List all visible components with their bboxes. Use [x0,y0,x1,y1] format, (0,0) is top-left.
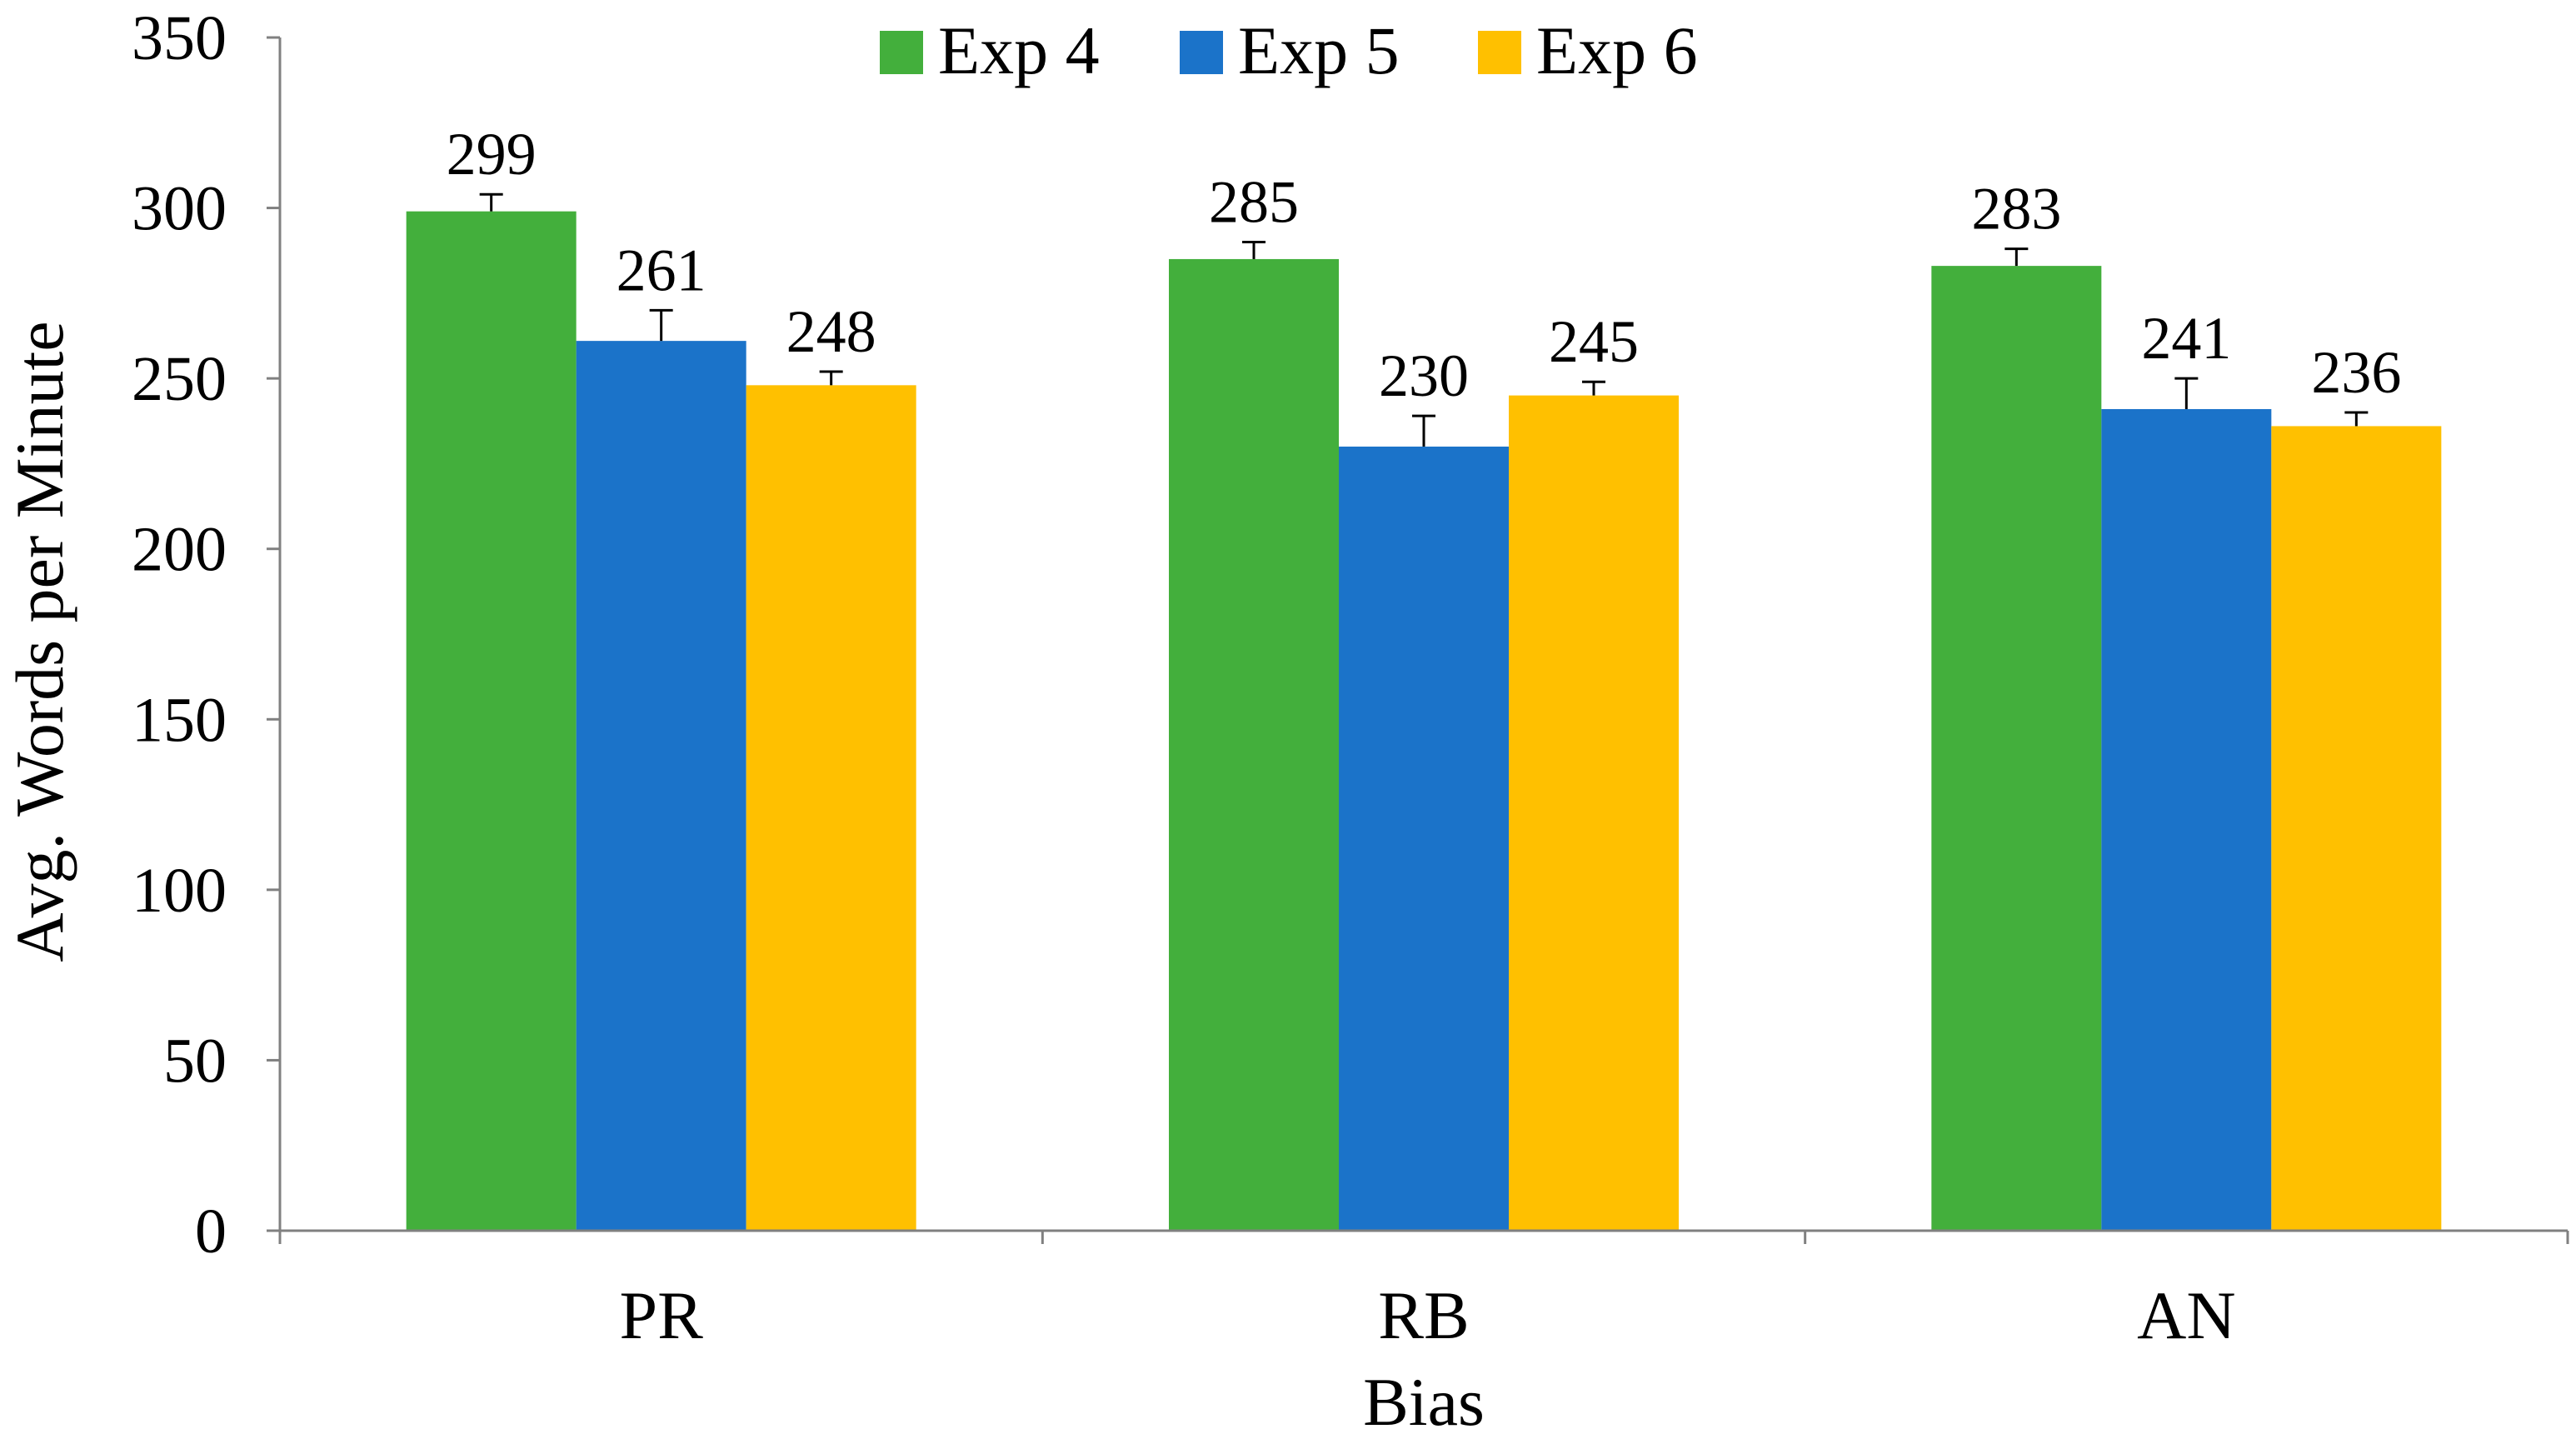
bar-rb-exp-5 [1339,446,1509,1231]
bar-pr-exp-5 [576,341,746,1231]
legend-label-exp-4: Exp 4 [938,12,1100,88]
legend-swatch-exp-4 [880,31,923,74]
bar-an-exp-6 [2271,426,2442,1231]
bar-an-exp-4 [1931,266,2102,1231]
data-label-rb-exp-4: 285 [1209,168,1299,235]
x-tick-label-pr: PR [620,1277,704,1353]
data-label-an-exp-4: 283 [1971,176,2061,242]
data-labels-layer: 299 261 248 285 230 245 283 241 236 [447,121,2402,409]
x-tick-label-an: AN [2137,1277,2235,1353]
y-tick-label-200: 200 [132,515,227,585]
data-label-pr-exp-5: 261 [617,237,706,303]
legend-label-exp-5: Exp 5 [1238,12,1400,88]
bars-layer [406,211,2442,1232]
y-tick-label-50: 50 [163,1026,227,1096]
y-tick-label-100: 100 [132,856,227,926]
y-tick-label-300: 300 [132,174,227,244]
bar-pr-exp-6 [746,385,916,1232]
bar-rb-exp-4 [1169,258,1339,1231]
error-bars-layer [479,192,2369,447]
x-axis-title: Bias [1363,1364,1485,1440]
data-label-pr-exp-6: 248 [786,298,876,365]
bar-pr-exp-4 [406,211,577,1232]
bar-rb-exp-6 [1509,395,1679,1232]
y-tick-label-350: 350 [132,3,227,73]
legend-swatch-exp-5 [1180,31,1223,74]
axes-layer: 0 50 100 150 200 250 300 350 PR RB AN [132,3,2569,1353]
y-tick-label-0: 0 [195,1197,227,1267]
y-axis-title: Avg. Words per Minute [2,321,77,962]
legend-swatch-exp-6 [1478,31,1521,74]
x-tick-label-rb: RB [1378,1277,1469,1353]
data-label-pr-exp-4: 299 [447,121,537,187]
y-tick-label-250: 250 [132,344,227,414]
data-label-an-exp-6: 236 [2311,339,2401,406]
data-label-an-exp-5: 241 [2141,305,2231,372]
data-label-rb-exp-6: 245 [1549,308,1639,375]
y-tick-label-150: 150 [132,685,227,755]
legend-label-exp-6: Exp 6 [1536,12,1698,88]
bar-an-exp-5 [2101,408,2272,1232]
legend: Exp 4 Exp 5 Exp 6 [880,12,1698,88]
data-label-rb-exp-5: 230 [1379,342,1469,409]
